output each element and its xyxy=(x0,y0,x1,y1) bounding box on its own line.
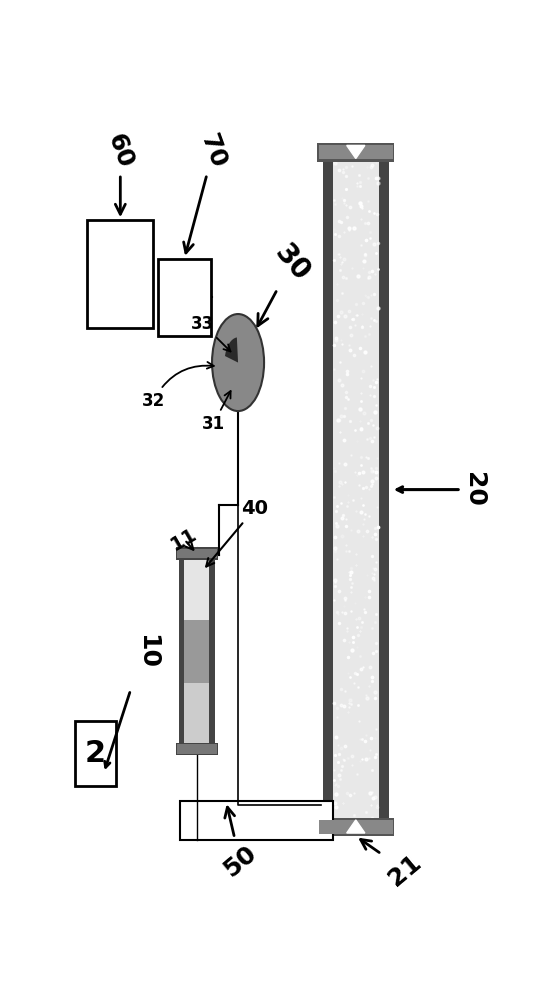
Wedge shape xyxy=(225,337,238,363)
Bar xyxy=(333,145,379,834)
Bar xyxy=(317,143,394,162)
Bar xyxy=(177,744,216,754)
Text: 2: 2 xyxy=(85,739,106,768)
Text: 70: 70 xyxy=(184,130,230,253)
Text: 10: 10 xyxy=(135,634,159,669)
Text: 50: 50 xyxy=(219,807,261,882)
Text: 30: 30 xyxy=(258,239,315,326)
Bar xyxy=(319,820,392,834)
Text: 31: 31 xyxy=(201,391,231,433)
Bar xyxy=(158,259,211,336)
Bar xyxy=(176,743,218,755)
Bar xyxy=(87,220,154,328)
Bar xyxy=(75,721,116,786)
Circle shape xyxy=(212,314,264,411)
Bar xyxy=(177,549,216,558)
Bar xyxy=(179,547,215,755)
Polygon shape xyxy=(346,820,365,833)
Bar xyxy=(184,683,209,745)
Text: 32: 32 xyxy=(142,362,214,410)
Bar xyxy=(184,557,209,620)
Text: 21: 21 xyxy=(361,839,426,891)
Bar xyxy=(317,818,394,836)
Bar xyxy=(180,801,333,840)
Text: 11: 11 xyxy=(168,525,201,555)
Text: 20: 20 xyxy=(462,472,486,507)
Text: 40: 40 xyxy=(206,499,268,567)
Bar xyxy=(184,620,209,683)
Text: 33: 33 xyxy=(191,315,230,351)
Polygon shape xyxy=(346,145,365,158)
Text: 60: 60 xyxy=(103,130,138,214)
Bar xyxy=(322,143,389,836)
Bar xyxy=(176,547,218,560)
Bar xyxy=(319,145,392,159)
